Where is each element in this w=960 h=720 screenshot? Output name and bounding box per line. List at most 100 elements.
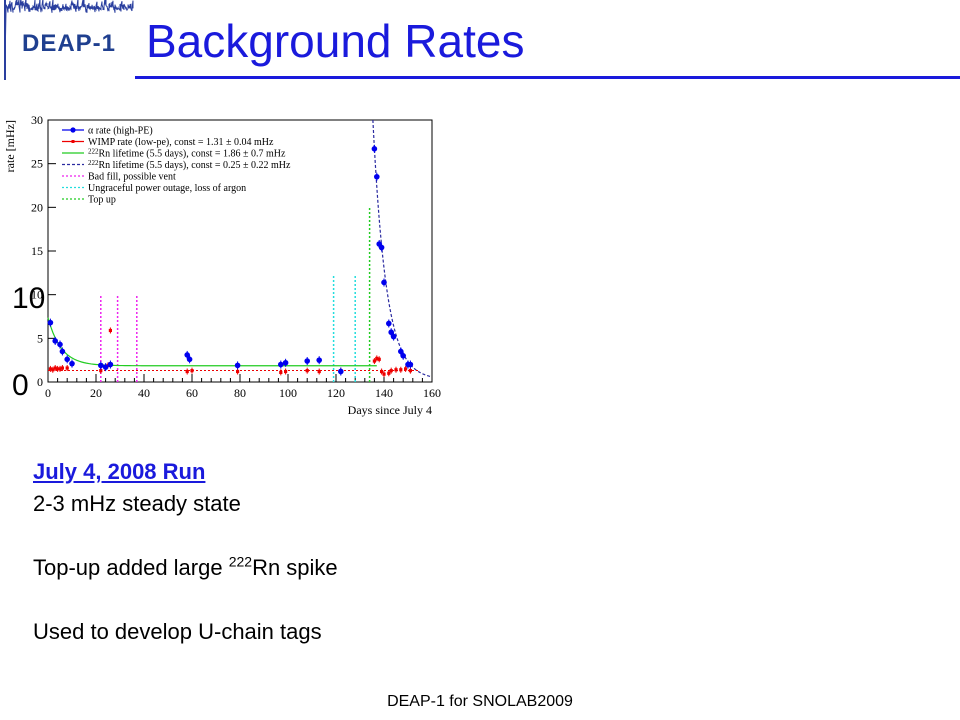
alpha-point — [378, 244, 385, 251]
x-tick-label: 0 — [45, 386, 51, 400]
wimp-point — [382, 372, 386, 376]
overlay-label-0: 0 — [12, 369, 29, 402]
x-tick-label: 40 — [138, 386, 150, 400]
y-tick-label: 5 — [37, 331, 43, 345]
title-divider — [135, 76, 960, 79]
wimp-point — [190, 369, 194, 373]
alpha-point — [69, 360, 75, 367]
legend-entry: Bad fill, possible vent — [88, 172, 176, 183]
event-markers — [100, 207, 371, 382]
alpha-point — [282, 359, 289, 366]
alpha-point — [388, 329, 395, 336]
wimp-point — [375, 356, 379, 361]
legend-entry: WIMP rate (low-pe), const = 1.31 ± 0.04 … — [88, 137, 274, 148]
alpha-point — [400, 353, 407, 359]
x-tick-label: 100 — [279, 386, 297, 400]
alpha-point — [107, 361, 114, 368]
alpha-point — [374, 173, 380, 180]
x-tick-label: 80 — [234, 386, 246, 400]
chart-axes: 0 20 40 60 80 100 120 140 160 0 5 10 15 20 25 30 — [31, 113, 441, 400]
data-points — [47, 144, 414, 378]
slide-title: Background Rates — [146, 15, 525, 67]
slide-footer: DEAP-1 for SNOLAB2009 — [387, 693, 573, 710]
alpha-point — [64, 356, 70, 363]
y-tick-label: 25 — [31, 157, 43, 171]
legend-entry: Top up — [88, 195, 116, 206]
alpha-point — [304, 358, 311, 364]
legend-entry: 222Rn lifetime (5.5 days), const = 0.25 … — [88, 159, 291, 171]
wimp-point — [51, 368, 55, 372]
alpha-point — [407, 361, 414, 368]
deap-logo: DEAP-1 — [0, 0, 135, 80]
note-steady-state: 2-3 mHz steady state — [33, 491, 241, 516]
wimp-point — [58, 367, 62, 371]
alpha-point — [52, 338, 58, 344]
chart-legend: α rate (high-PE)WIMP rate (low-pe), cons… — [62, 126, 291, 206]
note-u-chain: Used to develop U-chain tags — [33, 619, 322, 644]
rate-chart: 0 20 40 60 80 100 120 140 160 0 5 10 15 20 25 30 α rate… — [3, 113, 441, 417]
run-notes: July 4, 2008 Run 2-3 mHz steady state To… — [33, 456, 338, 648]
x-tick-label: 60 — [186, 386, 198, 400]
x-tick-label: 20 — [90, 386, 102, 400]
note-top-up-isotope: 222 — [228, 553, 253, 570]
note-top-up: Top-up added large 222Rn spike — [33, 552, 338, 584]
legend-entry: α rate (high-PE) — [88, 126, 153, 137]
wimp-point — [65, 366, 69, 370]
wimp-point — [305, 369, 309, 373]
wimp-point — [108, 328, 112, 333]
wimp-point — [56, 367, 60, 371]
overlay-label-10: 10 — [12, 282, 46, 315]
y-tick-label: 30 — [31, 113, 43, 127]
legend-square — [71, 140, 75, 143]
x-tick-label: 120 — [327, 386, 345, 400]
fit-curve-rn-blue — [372, 119, 432, 378]
wimp-point — [380, 369, 384, 374]
wimp-point — [53, 366, 57, 370]
note-top-up-pre: Top-up added large — [33, 555, 229, 580]
x-axis-label: Days since July 4 — [348, 403, 432, 417]
wimp-point — [317, 369, 321, 374]
alpha-point — [186, 356, 193, 363]
alpha-point — [278, 361, 284, 368]
y-axis-label: rate [mHz] — [3, 120, 17, 172]
alpha-point — [338, 368, 344, 375]
waveform-logo-graphic — [4, 0, 134, 80]
wimp-point — [372, 359, 376, 363]
logo-waveform — [4, 0, 134, 63]
wimp-point — [387, 371, 391, 375]
wimp-point — [48, 367, 52, 371]
wimp-point — [394, 368, 398, 372]
alpha-point — [381, 279, 387, 286]
wimp-point — [99, 369, 103, 373]
run-heading-link[interactable]: July 4, 2008 Run — [33, 459, 206, 484]
alpha-point — [98, 362, 104, 369]
wimp-point — [404, 367, 408, 371]
alpha-point — [390, 333, 397, 340]
alpha-point — [316, 357, 323, 363]
legend-dot — [70, 127, 76, 133]
wimp-point — [236, 369, 240, 374]
alpha-point — [398, 348, 404, 355]
legend-entry: Ungraceful power outage, loss of argon — [88, 183, 246, 194]
alpha-point — [386, 320, 392, 327]
wimp-point — [279, 370, 283, 374]
alpha-point — [234, 362, 241, 369]
wimp-point — [60, 366, 64, 370]
wimp-point — [284, 369, 288, 374]
y-tick-label: 0 — [37, 375, 43, 389]
alpha-point — [57, 341, 63, 348]
alpha-point — [59, 348, 66, 355]
legend-entry: 222Rn lifetime (5.5 days), const = 1.86 … — [88, 148, 286, 160]
wimp-point — [408, 369, 412, 373]
wimp-point — [377, 357, 381, 361]
x-tick-label: 160 — [423, 386, 441, 400]
y-tick-label: 10 — [31, 288, 43, 302]
alpha-point — [47, 319, 54, 326]
alpha-point — [102, 364, 109, 370]
y-tick-label: 15 — [31, 244, 43, 258]
alpha-point — [184, 352, 190, 358]
note-top-up-post: Rn spike — [252, 555, 338, 580]
wimp-point — [389, 369, 393, 373]
logo-text: DEAP-1 — [22, 30, 117, 57]
x-tick-label: 140 — [375, 386, 393, 400]
